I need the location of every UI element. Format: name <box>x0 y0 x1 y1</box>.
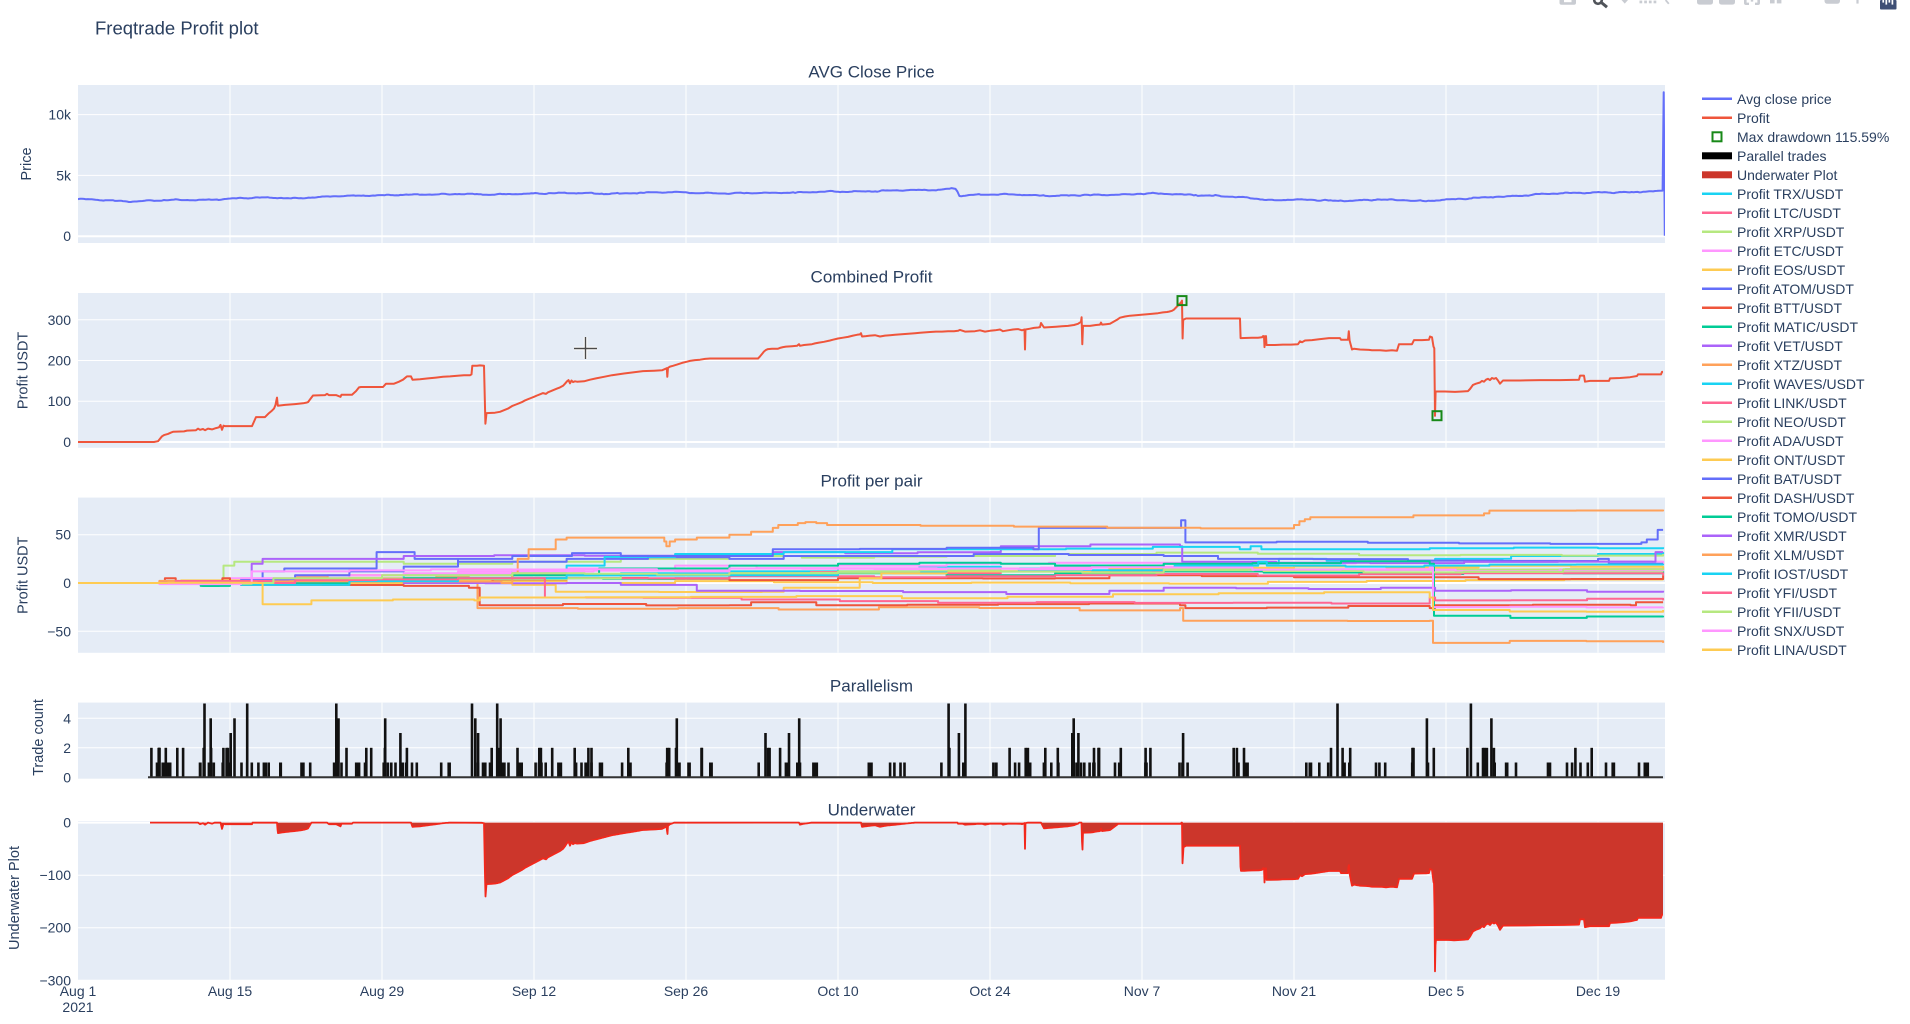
svg-text:Profit USDT: Profit USDT <box>16 332 32 409</box>
svg-text:Underwater: Underwater <box>828 801 916 820</box>
svg-text:Profit LTC/USDT: Profit LTC/USDT <box>1737 205 1841 221</box>
svg-text:Sep 26: Sep 26 <box>664 983 709 999</box>
svg-text:Profit: Profit <box>1737 110 1770 126</box>
svg-text:Profit IOST/USDT: Profit IOST/USDT <box>1737 566 1849 582</box>
svg-text:4: 4 <box>63 710 71 726</box>
svg-text:Profit ETC/USDT: Profit ETC/USDT <box>1737 243 1844 259</box>
svg-text:Dec 19: Dec 19 <box>1576 983 1621 999</box>
svg-text:0: 0 <box>63 228 71 244</box>
svg-text:−50: −50 <box>47 623 71 639</box>
svg-text:Max drawdown 115.59%: Max drawdown 115.59% <box>1737 129 1889 145</box>
svg-text:Profit WAVES/USDT: Profit WAVES/USDT <box>1737 376 1865 392</box>
svg-text:Profit ADA/USDT: Profit ADA/USDT <box>1737 433 1844 449</box>
svg-text:200: 200 <box>48 353 72 369</box>
svg-text:Nov 7: Nov 7 <box>1124 983 1161 999</box>
svg-text:Profit VET/USDT: Profit VET/USDT <box>1737 338 1843 354</box>
svg-text:Avg close price: Avg close price <box>1737 91 1832 107</box>
svg-text:2021: 2021 <box>62 999 93 1015</box>
svg-text:Profit SNX/USDT: Profit SNX/USDT <box>1737 623 1845 639</box>
svg-text:Profit LINA/USDT: Profit LINA/USDT <box>1737 642 1847 658</box>
svg-text:0: 0 <box>63 575 71 591</box>
svg-text:5k: 5k <box>56 167 72 183</box>
svg-text:Dec 5: Dec 5 <box>1428 983 1465 999</box>
svg-text:Oct 24: Oct 24 <box>969 983 1010 999</box>
svg-text:Profit DASH/USDT: Profit DASH/USDT <box>1737 490 1855 506</box>
svg-text:50: 50 <box>55 527 71 543</box>
svg-text:100: 100 <box>48 393 72 409</box>
svg-text:Sep 12: Sep 12 <box>512 983 557 999</box>
svg-text:Parallel trades: Parallel trades <box>1737 148 1827 164</box>
svg-text:Trade count: Trade count <box>31 699 47 776</box>
svg-text:10k: 10k <box>48 107 72 123</box>
svg-text:Parallelism: Parallelism <box>830 677 913 696</box>
svg-text:Profit EOS/USDT: Profit EOS/USDT <box>1737 262 1846 278</box>
svg-text:Profit TRX/USDT: Profit TRX/USDT <box>1737 186 1844 202</box>
svg-text:Profit MATIC/USDT: Profit MATIC/USDT <box>1737 319 1859 335</box>
svg-text:Price: Price <box>19 147 35 180</box>
svg-text:−200: −200 <box>39 920 71 936</box>
svg-text:Profit USDT: Profit USDT <box>16 536 32 613</box>
svg-text:Aug 29: Aug 29 <box>360 983 405 999</box>
svg-text:Underwater Plot: Underwater Plot <box>1737 167 1837 183</box>
svg-text:Profit NEO/USDT: Profit NEO/USDT <box>1737 414 1846 430</box>
svg-text:Aug 15: Aug 15 <box>208 983 253 999</box>
svg-text:Underwater Plot: Underwater Plot <box>7 846 23 950</box>
svg-text:Profit BTT/USDT: Profit BTT/USDT <box>1737 300 1842 316</box>
svg-text:0: 0 <box>63 434 71 450</box>
svg-text:Profit XMR/USDT: Profit XMR/USDT <box>1737 528 1847 544</box>
svg-text:Profit YFI/USDT: Profit YFI/USDT <box>1737 585 1838 601</box>
svg-text:Profit XLM/USDT: Profit XLM/USDT <box>1737 547 1845 563</box>
svg-text:Profit ATOM/USDT: Profit ATOM/USDT <box>1737 281 1854 297</box>
svg-text:Oct 10: Oct 10 <box>817 983 858 999</box>
svg-text:0: 0 <box>63 815 71 831</box>
svg-text:−100: −100 <box>39 867 71 883</box>
svg-text:AVG Close Price: AVG Close Price <box>808 63 934 82</box>
svg-text:Profit YFII/USDT: Profit YFII/USDT <box>1737 604 1841 620</box>
svg-text:Combined Profit: Combined Profit <box>811 268 933 287</box>
svg-text:Profit TOMO/USDT: Profit TOMO/USDT <box>1737 509 1858 525</box>
svg-text:Freqtrade Profit plot: Freqtrade Profit plot <box>95 18 259 39</box>
svg-text:Nov 21: Nov 21 <box>1272 983 1317 999</box>
svg-text:Profit BAT/USDT: Profit BAT/USDT <box>1737 471 1842 487</box>
svg-text:Aug 1: Aug 1 <box>60 983 97 999</box>
svg-text:Profit XRP/USDT: Profit XRP/USDT <box>1737 224 1845 240</box>
svg-text:Profit LINK/USDT: Profit LINK/USDT <box>1737 395 1847 411</box>
svg-text:Profit ONT/USDT: Profit ONT/USDT <box>1737 452 1846 468</box>
svg-text:Profit XTZ/USDT: Profit XTZ/USDT <box>1737 357 1842 373</box>
svg-text:300: 300 <box>48 312 72 328</box>
svg-text:0: 0 <box>63 769 71 785</box>
svg-text:2: 2 <box>63 740 71 756</box>
svg-text:Profit per pair: Profit per pair <box>820 472 922 491</box>
svg-text:−300: −300 <box>39 972 71 988</box>
